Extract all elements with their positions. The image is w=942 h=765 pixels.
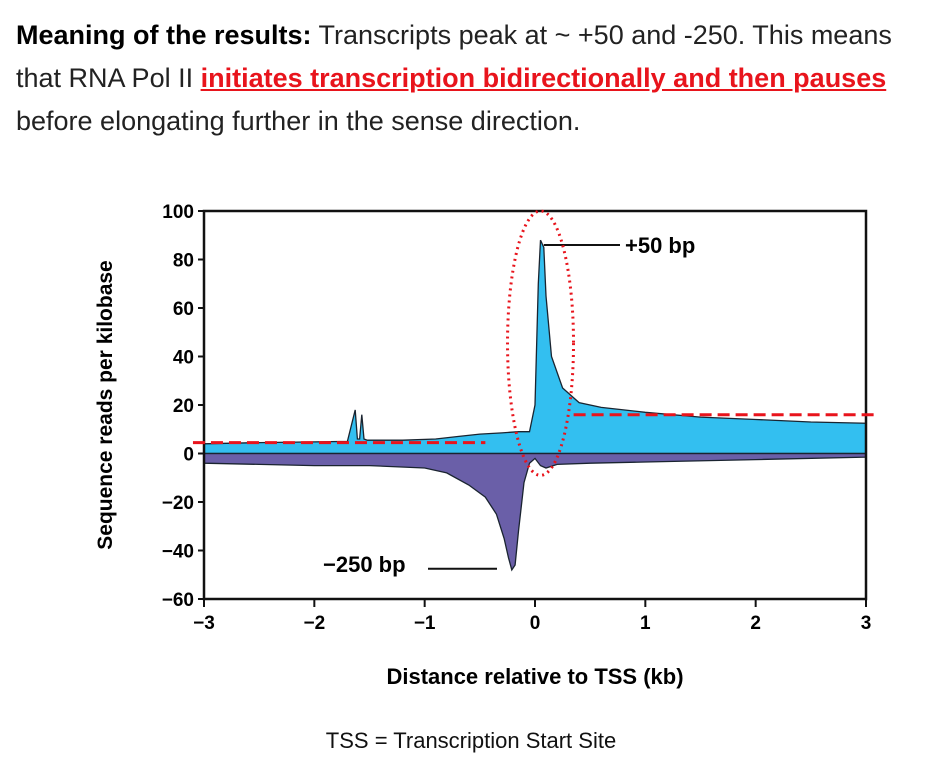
y-tick-label: −20 [162,493,194,514]
highlight-ellipse [506,209,576,477]
antisense-area [203,452,867,572]
x-tick-label: 2 [750,613,761,634]
y-tick-label: 60 [173,299,194,320]
caption-lead: Meaning of the results: [16,20,312,50]
y-tick-label: 20 [173,396,194,417]
y-tick-label: 100 [162,202,194,223]
caption-text1: Transcripts peak at ~ +50 and -250. This… [16,20,892,93]
chart: 100 80 60 40 20 0 −20 −40 −60−3 −2 −1 0 1 2 3 Distance… [94,202,878,689]
annotation-minus250: −250 bp [323,552,406,577]
caption: Meaning of the results: Transcripts peak… [16,14,936,143]
y-axis-label: Sequence reads per kilobase [94,260,117,549]
x-tick-label: −2 [303,613,325,634]
caption-text2: before elongating further in the sense d… [16,106,581,136]
sense-area [203,239,867,455]
footer-note: TSS = Transcription Start Site [325,728,617,753]
x-tick-label: 3 [861,613,872,634]
y-tick-label: −40 [162,542,194,563]
y-tick-label: 80 [173,251,194,272]
y-tick-label: 0 [183,445,194,466]
y-tick-label: −60 [162,590,194,611]
x-tick-label: −1 [414,613,436,634]
x-tick-label: 0 [530,613,541,634]
annotation-plus50: +50 bp [625,233,695,258]
x-axis-label: Distance relative to TSS (kb) [386,664,683,689]
x-tick-label: −3 [193,613,215,634]
caption-highlight: initiates transcription bidirectionally … [200,63,887,93]
y-tick-label: 40 [173,348,194,369]
x-tick-label: 1 [640,613,651,634]
